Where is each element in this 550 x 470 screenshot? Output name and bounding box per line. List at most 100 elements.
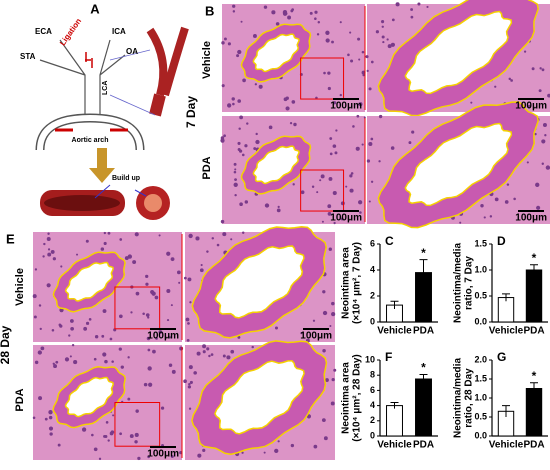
- nucleus: [38, 304, 42, 307]
- nucleus: [370, 60, 374, 64]
- nucleus: [237, 148, 241, 152]
- significance: *: [421, 246, 426, 260]
- nucleus: [188, 233, 193, 239]
- nucleus: [534, 132, 537, 136]
- nucleus: [541, 68, 545, 72]
- nucleus: [480, 204, 484, 208]
- nucleus: [81, 427, 87, 432]
- nucleus: [340, 217, 344, 221]
- nucleus: [322, 349, 326, 353]
- nucleus: [188, 365, 193, 370]
- nucleus: [531, 67, 535, 71]
- y-tick-label: 2: [370, 290, 375, 300]
- nucleus: [358, 200, 363, 205]
- nucleus: [365, 55, 369, 59]
- nucleus: [358, 102, 363, 107]
- nucleus: [489, 215, 493, 218]
- nucleus: [350, 172, 354, 175]
- vessel-label: OA: [126, 47, 138, 56]
- nucleus: [132, 260, 137, 265]
- nucleus: [32, 416, 36, 420]
- nucleus: [330, 401, 335, 406]
- bar: [497, 297, 515, 323]
- nucleus: [55, 360, 59, 364]
- nucleus: [285, 106, 290, 111]
- nucleus: [202, 350, 206, 354]
- nucleus: [335, 129, 338, 132]
- nucleus: [119, 238, 123, 241]
- nucleus: [368, 200, 371, 203]
- nucleus: [361, 50, 365, 54]
- nucleus: [48, 415, 53, 420]
- y-tick-label: 4: [370, 400, 375, 410]
- nucleus: [237, 335, 241, 339]
- nucleus: [166, 289, 171, 294]
- y-tick-label: 0: [370, 316, 375, 326]
- nucleus: [234, 178, 237, 182]
- nucleus: [292, 183, 295, 186]
- nucleus: [33, 315, 37, 319]
- nucleus: [105, 421, 109, 424]
- vessel-label: ICA: [112, 27, 126, 36]
- nucleus: [154, 295, 159, 300]
- nucleus: [390, 42, 396, 47]
- nucleus: [233, 170, 237, 174]
- panel-letter: D: [497, 234, 506, 248]
- nucleus: [94, 335, 99, 339]
- nucleus: [221, 41, 225, 45]
- nucleus: [547, 93, 550, 98]
- row-label: PDA: [14, 388, 26, 411]
- panel-letter: A: [90, 1, 100, 16]
- nucleus: [545, 165, 550, 170]
- nucleus: [494, 85, 497, 88]
- nucleus: [216, 243, 220, 247]
- nucleus: [291, 100, 296, 104]
- nucleus: [290, 443, 295, 448]
- nucleus: [145, 282, 149, 286]
- nucleus: [252, 34, 257, 38]
- nucleus: [178, 281, 181, 284]
- y-axis-label: Neointima/media: [453, 243, 464, 323]
- y-tick-label: 6: [370, 385, 375, 395]
- nucleus: [47, 248, 51, 251]
- nucleus: [244, 144, 248, 148]
- nucleus: [264, 203, 270, 208]
- nucleus: [143, 382, 148, 387]
- y-tick-label: 1.0: [474, 264, 487, 274]
- nucleus: [70, 319, 74, 323]
- nucleus: [508, 77, 511, 81]
- panel-a-diagram: [35, 26, 189, 220]
- nucleus: [459, 221, 462, 224]
- nucleus: [186, 338, 190, 342]
- nucleus: [378, 114, 383, 119]
- nucleus: [332, 101, 337, 105]
- nucleus: [48, 426, 54, 431]
- nucleus: [277, 205, 280, 208]
- nucleus: [370, 180, 374, 183]
- y-axis-label: (×10⁴ μm², 7 Day): [352, 242, 363, 324]
- panel-letter: F: [385, 350, 392, 364]
- nucleus: [241, 153, 245, 157]
- nucleus: [233, 162, 237, 166]
- nucleus: [43, 242, 46, 246]
- nucleus: [195, 236, 200, 241]
- nucleus: [322, 290, 326, 294]
- nucleus: [535, 182, 540, 187]
- nucleus: [119, 432, 122, 436]
- nucleus: [189, 301, 192, 304]
- nucleus: [32, 294, 37, 299]
- nucleus: [275, 22, 280, 26]
- y-axis-label: Neointima/media: [453, 358, 464, 438]
- error-bar: [502, 293, 510, 302]
- lumen-border: [252, 145, 300, 185]
- nucleus: [361, 143, 364, 146]
- nucleus: [199, 268, 204, 273]
- nucleus: [352, 125, 355, 128]
- nucleus: [137, 456, 141, 461]
- y-axis-label: ratio, 7 Day: [464, 256, 475, 310]
- y-tick-label: 0.0: [474, 316, 487, 326]
- nucleus: [333, 221, 336, 225]
- nucleus: [47, 232, 50, 235]
- nucleus: [390, 146, 395, 150]
